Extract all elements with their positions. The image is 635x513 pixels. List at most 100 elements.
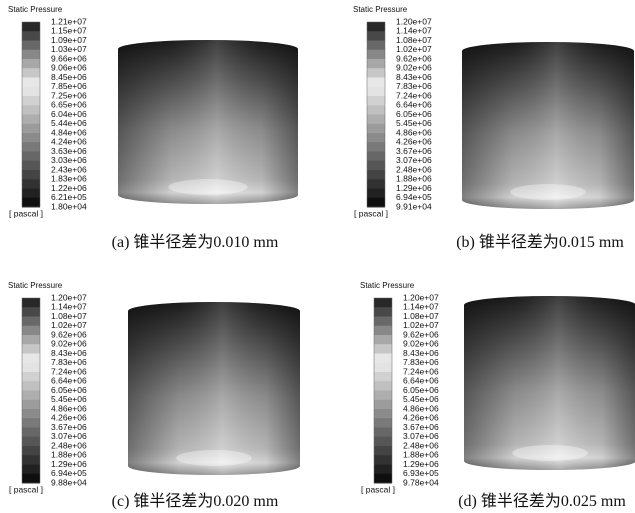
caption: (b) 锥半径差为0.015 mm (456, 233, 624, 251)
colorbar-band (22, 179, 40, 189)
colorbar-band (367, 115, 385, 125)
colorbar-band (367, 22, 385, 32)
colorbar-band (22, 298, 40, 308)
legend-label: 1.80e+04 (51, 201, 87, 211)
legend-label: 9.91e+04 (396, 201, 432, 211)
colorbar-band (367, 87, 385, 97)
colorbar-band (22, 50, 40, 60)
colorbar-band (22, 161, 40, 171)
colorbar-band (22, 326, 40, 336)
colorbar-band (22, 455, 40, 465)
bottom-highlight (510, 184, 586, 200)
colorbar-band (374, 400, 392, 410)
colorbar-band (22, 354, 40, 364)
colorbar-band (374, 446, 392, 456)
colorbar-band (367, 133, 385, 143)
colorbar-band (367, 170, 385, 180)
colorbar-band (22, 391, 40, 401)
colorbar-band (22, 105, 40, 115)
colorbar-band (374, 354, 392, 364)
colorbar-band (367, 142, 385, 152)
colorbar-band (374, 326, 392, 336)
figure: Static Pressure1.21e+071.15e+071.09e+071… (0, 0, 635, 513)
colorbar-band (22, 133, 40, 143)
colorbar-band (22, 124, 40, 134)
colorbar-band (374, 363, 392, 373)
colorbar-band (367, 59, 385, 69)
colorbar-band (22, 78, 40, 88)
colorbar-band (374, 344, 392, 354)
colorbar-band (22, 59, 40, 69)
colorbar-band (374, 474, 392, 484)
colorbar-band (374, 418, 392, 428)
colorbar-band (374, 465, 392, 475)
bottom-highlight (176, 450, 252, 466)
colorbar-band (22, 115, 40, 125)
cylinder-shading (464, 296, 635, 470)
colorbar-band (367, 124, 385, 134)
legend-label: 9.88e+04 (51, 477, 87, 487)
legend-label: 9.78e+04 (403, 477, 439, 487)
colorbar-band (22, 400, 40, 410)
cylinder-shading (462, 42, 634, 209)
colorbar-band (374, 437, 392, 447)
cylinder-shading (128, 302, 300, 475)
colorbar-band (22, 409, 40, 419)
colorbar-band (22, 31, 40, 41)
colorbar-band (374, 409, 392, 419)
legend-unit: [ pascal ] (9, 484, 43, 494)
colorbar-band (22, 87, 40, 97)
caption: (a) 锥半径差为0.010 mm (112, 233, 279, 251)
colorbar-band (22, 344, 40, 354)
colorbar-band (22, 317, 40, 327)
colorbar-band (22, 68, 40, 78)
colorbar-band (367, 68, 385, 78)
caption: (d) 锥半径差为0.025 mm (458, 492, 626, 510)
colorbar-band (374, 372, 392, 382)
colorbar-band (367, 31, 385, 41)
colorbar-band (374, 298, 392, 308)
colorbar-band (367, 189, 385, 199)
colorbar-band (374, 428, 392, 438)
colorbar-band (22, 41, 40, 51)
colorbar-band (374, 391, 392, 401)
colorbar-band (22, 437, 40, 447)
caption: (c) 锥半径差为0.020 mm (112, 492, 279, 510)
colorbar-band (22, 335, 40, 345)
bottom-highlight (168, 179, 247, 195)
colorbar-band (367, 78, 385, 88)
colorbar-band (367, 179, 385, 189)
colorbar-band (374, 381, 392, 391)
legend-unit: [ pascal ] (9, 208, 43, 218)
colorbar-band (367, 161, 385, 171)
colorbar-band (367, 41, 385, 51)
colorbar-band (367, 96, 385, 106)
legend-unit: [ pascal ] (354, 208, 388, 218)
colorbar-band (22, 381, 40, 391)
colorbar-band (22, 96, 40, 106)
colorbar-band (22, 465, 40, 475)
legend-title: Static Pressure (360, 281, 415, 290)
colorbar-band (22, 142, 40, 152)
colorbar-band (367, 105, 385, 115)
legend-title: Static Pressure (8, 281, 63, 290)
colorbar-band (22, 363, 40, 373)
colorbar-band (367, 152, 385, 162)
legend-title: Static Pressure (353, 5, 408, 14)
colorbar-band (374, 317, 392, 327)
bottom-highlight (512, 445, 588, 461)
colorbar-band (22, 474, 40, 484)
colorbar-band (22, 198, 40, 208)
colorbar-band (22, 428, 40, 438)
legend-title: Static Pressure (8, 5, 63, 14)
colorbar-band (22, 418, 40, 428)
colorbar-band (22, 22, 40, 32)
colorbar-band (374, 307, 392, 317)
colorbar-band (22, 170, 40, 180)
colorbar-band (22, 446, 40, 456)
colorbar-band (22, 189, 40, 199)
colorbar-band (22, 372, 40, 382)
legend-unit: [ pascal ] (361, 484, 395, 494)
colorbar-band (367, 198, 385, 208)
colorbar-band (374, 455, 392, 465)
